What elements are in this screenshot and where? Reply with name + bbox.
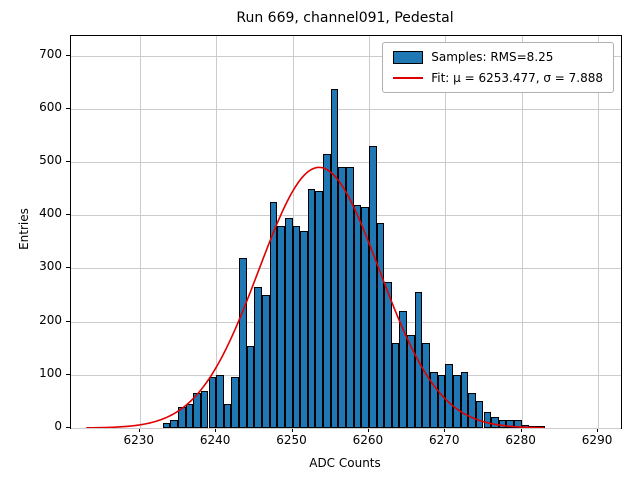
histogram-bar (239, 257, 247, 428)
x-tick-mark (520, 428, 522, 432)
x-axis-label: ADC Counts (309, 456, 381, 470)
histogram-bar (437, 374, 446, 428)
x-tick-label: 6230 (123, 433, 155, 447)
histogram-bar (468, 393, 476, 428)
y-tick-label: 700 (39, 46, 62, 61)
x-tick-mark (597, 428, 599, 432)
gridline-x-6230 (139, 36, 141, 428)
y-tick-mark (66, 267, 70, 269)
histogram-bar (261, 295, 270, 428)
gridline-y-600 (71, 108, 621, 110)
histogram-bar (269, 201, 278, 428)
histogram-bar (284, 217, 293, 428)
histogram-bar (185, 404, 194, 428)
y-tick-mark (66, 107, 70, 109)
y-tick-label: 200 (39, 312, 62, 327)
histogram-bar (422, 342, 430, 428)
x-tick-label: 6260 (352, 433, 384, 447)
fit-curve-path (86, 166, 545, 428)
y-tick-label: 500 (39, 153, 62, 168)
y-tick-label: 400 (39, 206, 62, 221)
histogram-bar (307, 188, 316, 428)
y-tick-label: 0 (54, 419, 62, 433)
x-tick-label: 6240 (199, 433, 231, 447)
histogram-bar (407, 334, 415, 428)
histogram-bar (223, 404, 232, 428)
histogram-bar (208, 377, 217, 428)
histogram-bar (430, 372, 438, 428)
histogram-bar (491, 417, 499, 428)
y-tick-label: 100 (39, 365, 62, 380)
histogram-bar (376, 223, 385, 428)
y-tick-label: 300 (39, 259, 62, 274)
x-tick-label: 6290 (581, 433, 613, 447)
histogram-bar (346, 167, 354, 428)
gridline-x-6270 (445, 36, 447, 428)
histogram-bar (216, 374, 224, 428)
histogram-bar (384, 281, 392, 428)
gridline-x-6280 (521, 36, 523, 428)
histogram-bar (170, 420, 178, 428)
histogram-bar (452, 374, 461, 428)
histogram-bar (254, 287, 262, 428)
histogram-bar (391, 342, 400, 428)
y-tick-label: 600 (39, 99, 62, 114)
legend-samples-swatch (393, 50, 424, 64)
y-tick-mark (66, 214, 70, 216)
legend-fit-line-swatch (393, 77, 424, 79)
x-tick-label: 6270 (429, 433, 460, 447)
gridline-y-700 (71, 55, 621, 57)
histogram-bar (445, 364, 453, 428)
histogram-bar (361, 207, 369, 428)
x-tick-label: 6250 (276, 433, 307, 447)
y-tick-mark (66, 373, 70, 375)
histogram-bar (483, 412, 492, 428)
y-tick-mark (66, 54, 70, 56)
histogram-bar (460, 372, 469, 428)
histogram-bar (475, 401, 484, 428)
y-tick-mark (66, 161, 70, 163)
legend-entry: Fit: μ = 6253.477, σ = 7.888 (393, 71, 603, 85)
x-tick-mark (215, 428, 217, 432)
gridline-y-500 (71, 162, 621, 164)
x-tick-mark (138, 428, 140, 432)
x-tick-label: 6280 (505, 433, 536, 447)
histogram-bar (323, 154, 331, 428)
histogram-bar (231, 377, 240, 428)
gaussian-fit-line (86, 166, 545, 428)
histogram-bar (353, 204, 362, 428)
histogram-bar (498, 420, 507, 428)
legend-label: Samples: RMS=8.25 (431, 50, 554, 64)
histogram-bar (246, 345, 255, 428)
histogram-bar (506, 420, 515, 428)
x-tick-mark (291, 428, 293, 432)
histogram-bar (399, 311, 408, 428)
histogram-bar (368, 146, 377, 428)
legend-entry: Samples: RMS=8.25 (393, 50, 603, 64)
histogram-bar (338, 167, 346, 428)
histogram-bar (177, 406, 186, 428)
histogram-bar (277, 225, 285, 428)
y-tick-mark (66, 427, 70, 428)
plot-area: Samples: RMS=8.25 Fit: μ = 6253.477, σ = … (70, 35, 622, 429)
legend: Samples: RMS=8.25 Fit: μ = 6253.477, σ = … (382, 42, 614, 93)
gridline-x-6290 (598, 36, 600, 428)
gridline-x-6240 (216, 36, 218, 428)
x-tick-mark (444, 428, 446, 432)
histogram-bar (315, 191, 324, 428)
histogram-bar (330, 88, 339, 428)
histogram-bar (300, 231, 308, 428)
legend-label: Fit: μ = 6253.477, σ = 7.888 (431, 71, 603, 85)
histogram-bar (200, 390, 209, 428)
chart-title: Run 669, channel091, Pedestal (236, 10, 454, 26)
x-tick-mark (367, 428, 369, 432)
histogram-bar (162, 422, 171, 428)
histogram-bar (292, 225, 301, 428)
y-tick-mark (66, 320, 70, 322)
gridline-y-0 (71, 428, 621, 429)
